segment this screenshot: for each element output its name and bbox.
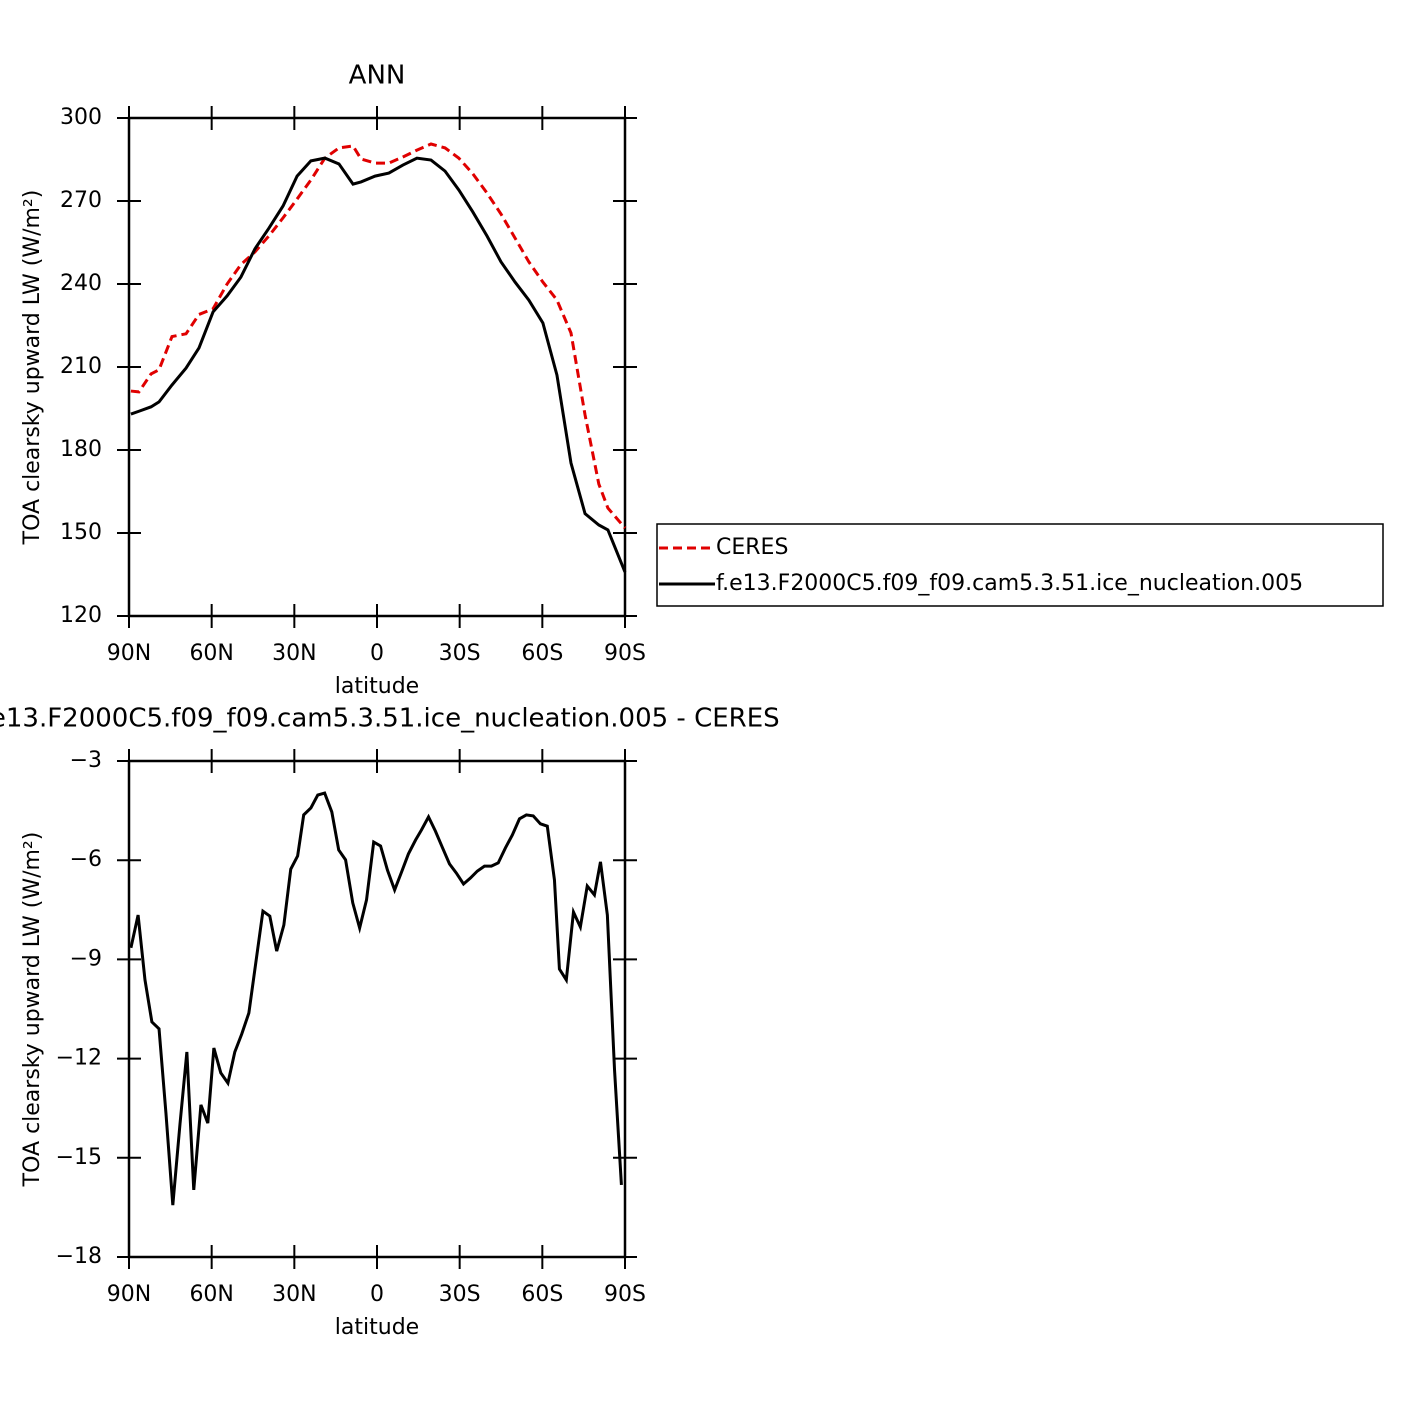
y-tick-label: −12 <box>56 1046 102 1071</box>
y-tick-label: −6 <box>70 847 102 872</box>
x-axis-label: latitude <box>335 1315 419 1340</box>
y-tick-label: −3 <box>70 748 102 773</box>
y-tick-label: 120 <box>60 603 102 628</box>
y-tick-label: −18 <box>56 1244 102 1269</box>
x-tick-label: 30N <box>272 1282 316 1307</box>
chart-title: ANN <box>349 61 406 91</box>
x-axis-label: latitude <box>335 674 419 699</box>
legend-label: f.e13.F2000C5.f09_f09.cam5.3.51.ice_nucl… <box>716 571 1303 596</box>
y-tick-label: 150 <box>60 520 102 545</box>
x-tick-label: 90S <box>604 641 646 666</box>
data-line <box>130 142 627 529</box>
x-tick-label: 60S <box>521 641 563 666</box>
plot-frame <box>127 759 627 1259</box>
y-axis-label: TOA clearsky upward LW (W/m²) <box>20 190 45 546</box>
x-tick-label: 60S <box>521 1282 563 1307</box>
x-tick-label: 30S <box>439 1282 481 1307</box>
plot-frame <box>127 116 627 618</box>
x-tick-label: 30N <box>272 641 316 666</box>
data-line <box>129 791 623 1206</box>
x-tick-label: 90N <box>107 1282 151 1307</box>
chart-title: f.e13.F2000C5.f09_f09.cam5.3.51.ice_nucl… <box>0 704 780 734</box>
y-tick-label: 300 <box>60 105 102 130</box>
y-tick-label: 240 <box>60 271 102 296</box>
x-tick-label: 60N <box>189 1282 233 1307</box>
x-tick-label: 0 <box>370 641 384 666</box>
data-line <box>130 156 627 573</box>
x-tick-label: 0 <box>370 1282 384 1307</box>
y-tick-label: −15 <box>56 1145 102 1170</box>
x-tick-label: 60N <box>189 641 233 666</box>
legend-label: CERES <box>716 535 788 560</box>
x-tick-label: 90N <box>107 641 151 666</box>
y-tick-label: 210 <box>60 354 102 379</box>
y-tick-label: 180 <box>60 437 102 462</box>
y-tick-label: −9 <box>70 946 102 971</box>
y-tick-label: 270 <box>60 188 102 213</box>
x-tick-label: 30S <box>439 641 481 666</box>
y-axis-label: TOA clearsky upward LW (W/m²) <box>20 832 45 1188</box>
x-tick-label: 90S <box>604 1282 646 1307</box>
legend-box <box>656 523 1384 607</box>
